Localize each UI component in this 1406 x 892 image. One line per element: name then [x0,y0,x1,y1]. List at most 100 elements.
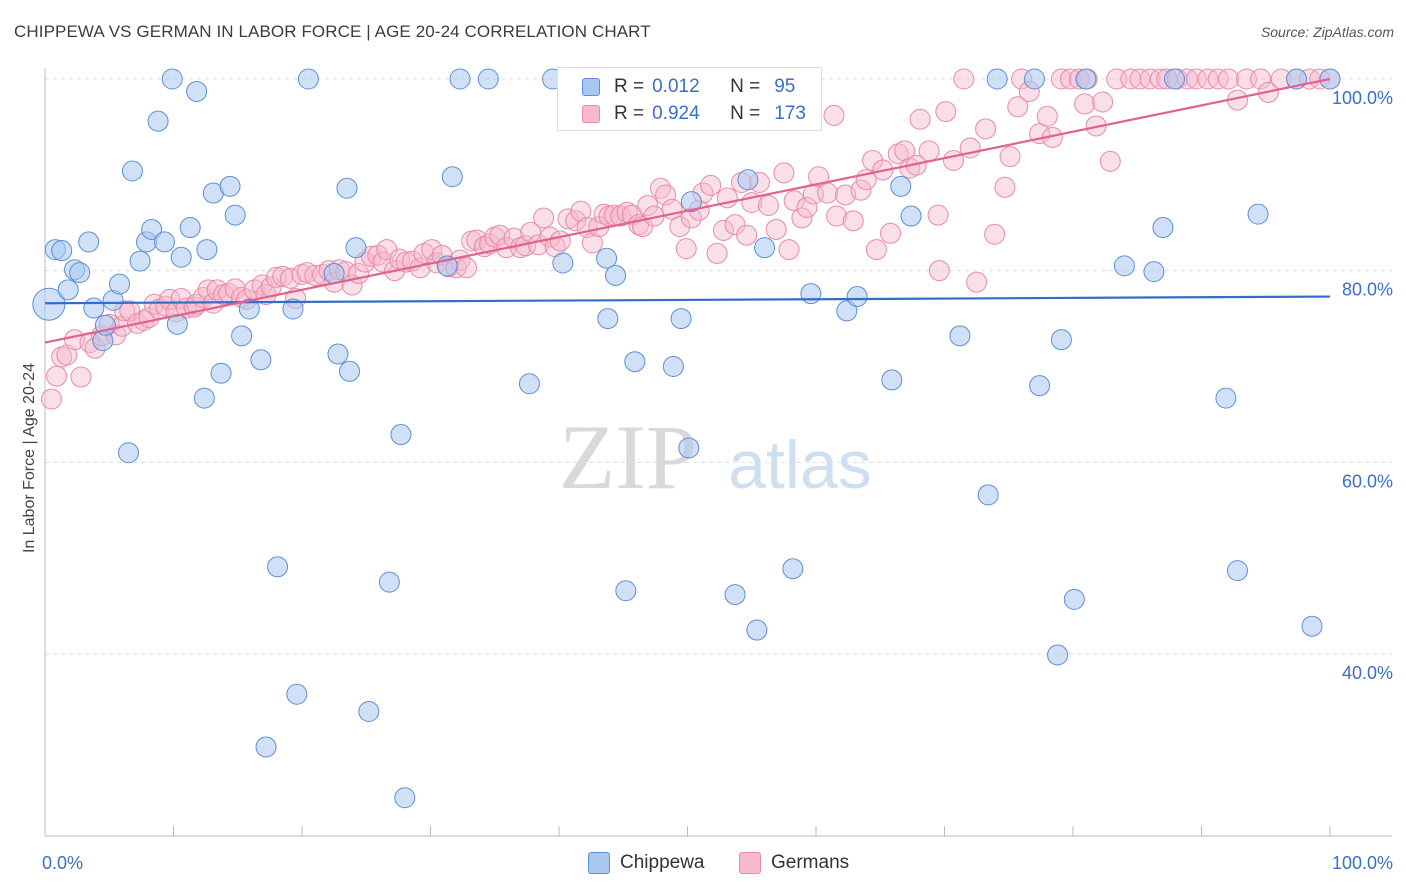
germans-point [817,182,839,204]
r-value-chippewa: 0.012 [652,76,700,97]
chippewa-point [282,298,304,320]
watermark-atlas: atlas [728,427,872,503]
germans-point [655,184,677,206]
germans-legend-swatch [739,852,761,874]
chippewa-swatch [582,78,600,96]
chippewa-point [800,283,822,305]
chippewa-point [605,264,627,286]
germans-point [70,366,92,388]
chippewa-point [449,68,471,90]
germans-point [865,239,887,261]
germans-point [942,149,964,171]
chippewa-point [552,252,574,274]
chippewa-point [51,240,73,262]
chippewa-point [358,701,380,722]
germans-point [918,140,940,162]
germans-point [850,179,872,201]
chippewa-point [250,349,272,371]
chippewa-point [219,175,241,197]
chippewa-point [1226,560,1248,582]
germans-point [675,238,697,260]
germans-point [155,295,177,317]
chippewa-point [1247,203,1269,225]
germans-point [796,196,818,218]
germans-point [1217,68,1239,90]
chippewa-point [339,360,361,382]
germans-point [1007,96,1029,118]
germans-point [984,223,1006,245]
chippewa-trend-line [44,295,1331,305]
germans-point [1250,68,1272,90]
chippewa-point [170,246,192,268]
chippewa-point [724,584,746,606]
chippewa-point [900,205,922,227]
germans-point [40,388,62,410]
legend-row-germans: R = 0.924 N = 173 [582,102,806,126]
chippewa-point [596,247,618,269]
chippewa-point [78,231,100,253]
germans-swatch [582,105,600,123]
chippewa-point [1029,375,1051,397]
chippewa-point [1063,588,1085,610]
series-legend: Chippewa Germans [0,852,1406,878]
chippewa-legend-swatch [588,852,610,874]
x-tick-label: 0.0% [42,853,83,873]
n-label: N = [730,103,761,124]
chippewa-point [161,68,183,90]
chippewa-point [949,325,971,347]
chippewa-point [477,68,499,90]
germans-point [1185,68,1207,90]
chippewa-point [267,556,289,578]
axes [44,68,1392,837]
germans-point [994,176,1016,198]
chippewa-point [83,297,105,319]
chippewa-point [1113,255,1135,277]
chippewa-point [737,169,759,191]
watermark-zip: ZIP [559,406,697,508]
legend-label-chippewa: Chippewa [620,852,705,873]
chippewa-point [615,580,637,602]
chippewa-point [881,369,903,391]
germans-point [736,224,758,246]
correlation-legend: R = 0.012 N = 95 R = 0.924 N = 173 [557,67,822,131]
germans-point [570,200,592,222]
r-label: R = [614,103,645,124]
germans-point [880,222,902,244]
tick-labels: 40.0% 60.0% 80.0% 100.0% 0.0% 100.0% [42,88,1393,873]
chippewa-point [782,558,804,580]
chippewa-point [1164,68,1186,90]
y-tick-label: 80.0% [1342,280,1393,300]
chippewa-point [394,787,416,809]
germans-point [894,140,916,162]
germans-point [549,230,571,252]
chippewa-point [836,300,858,322]
chippewa-series [32,68,1341,809]
chippewa-point [1075,68,1097,90]
germans-point [765,218,787,240]
r-value-germans: 0.924 [652,103,700,124]
chippewa-point [680,191,702,213]
germans-point [489,224,511,246]
legend-row-chippewa: R = 0.012 N = 95 [582,75,795,99]
germans-point [953,68,975,90]
trend-lines [44,77,1331,344]
chart-title: CHIPPEWA VS GERMAN IN LABOR FORCE | AGE … [14,22,651,41]
germans-point [778,239,800,261]
chippewa-point [624,351,646,373]
germans-point [557,208,579,230]
chippewa-point [977,484,999,506]
germans-point [1050,68,1072,90]
chippewa-point [441,166,463,188]
chippewa-point [986,68,1008,90]
germans-point [712,219,734,241]
chippewa-point [1215,387,1237,409]
x-tick-label: 100.0% [1332,853,1393,873]
chippewa-point [1047,644,1069,666]
chippewa-point [224,204,246,226]
germans-point [927,204,949,226]
legend-item-germans: Germans [739,852,849,874]
chippewa-point [345,237,367,259]
chippewa-point [746,619,768,641]
germans-point [909,108,931,130]
